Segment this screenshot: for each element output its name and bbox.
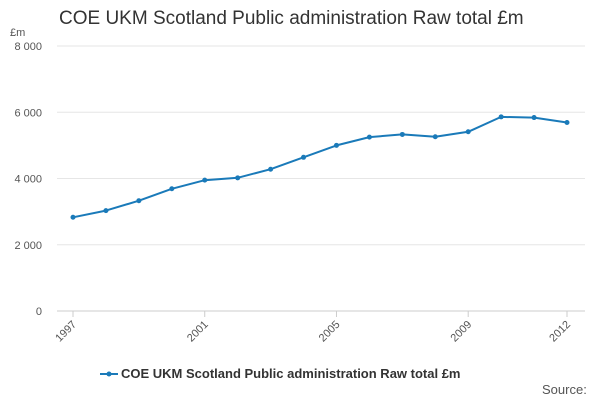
source-label[interactable]: Source: <box>542 382 587 397</box>
legend-marker-swatch <box>106 371 112 377</box>
y-tick-label: 6 000 <box>14 107 42 119</box>
data-point <box>301 154 307 160</box>
gridlines <box>57 45 585 312</box>
x-tick-label: 1997 <box>53 319 79 345</box>
y-tick-label: 0 <box>36 306 42 318</box>
x-tick-label: 2012 <box>547 319 573 345</box>
x-tick-label: 2001 <box>185 319 211 345</box>
x-tick-label: 2005 <box>317 319 343 345</box>
data-point <box>70 214 76 220</box>
data-point <box>169 186 175 192</box>
data-point <box>498 114 504 120</box>
data-point <box>268 166 274 172</box>
y-tick-label: 4 000 <box>14 174 42 186</box>
chart-title: COE UKM Scotland Public administration R… <box>59 8 524 29</box>
y-tick-label: 2 000 <box>14 240 42 252</box>
data-point <box>136 198 142 204</box>
axes: £m 0 2 000 4 000 6 000 8 000 1997 2001 2005 2009… <box>10 27 573 344</box>
legend-label[interactable]: COE UKM Scotland Public administration R… <box>121 366 461 381</box>
series-layer <box>70 114 570 220</box>
data-point <box>432 134 438 140</box>
y-axis-unit-label: £m <box>10 27 25 39</box>
series-line <box>72 115 568 219</box>
data-point <box>103 208 109 214</box>
data-point <box>564 120 570 126</box>
data-point <box>333 142 339 148</box>
data-point <box>366 134 372 140</box>
data-point <box>399 131 405 137</box>
legend[interactable]: COE UKM Scotland Public administration R… <box>100 366 461 381</box>
x-tick-label: 2009 <box>449 319 475 345</box>
data-point <box>465 129 471 135</box>
data-point <box>235 175 241 181</box>
data-point <box>202 177 208 183</box>
data-point <box>531 115 537 121</box>
y-tick-label: 8 000 <box>14 41 42 53</box>
